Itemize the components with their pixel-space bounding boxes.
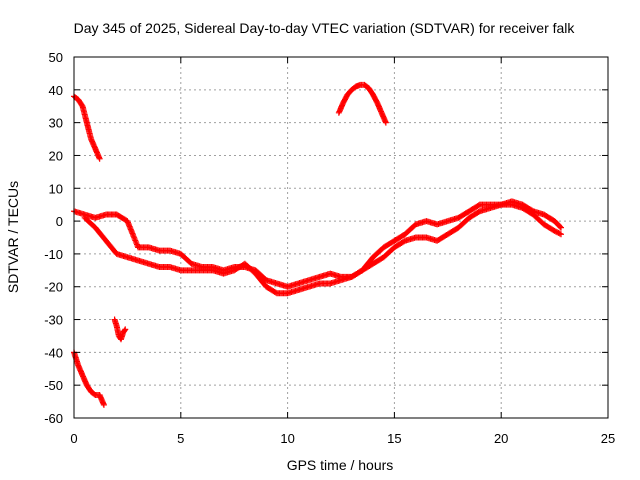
- x-tick-label: 20: [494, 431, 508, 446]
- x-axis-label: GPS time / hours: [287, 457, 394, 473]
- y-tick-label: 30: [49, 116, 63, 131]
- data-point-lower-early-arc: [100, 401, 107, 408]
- data-point-main-lower-band: [556, 230, 563, 237]
- y-tick-label: 40: [49, 83, 63, 98]
- y-tick-label: -10: [44, 247, 63, 262]
- y-tick-label: -20: [44, 280, 63, 295]
- y-axis-label: SDTVAR / TECUs: [5, 181, 21, 293]
- y-tick-label: -30: [44, 313, 63, 328]
- x-tick-label: 25: [601, 431, 615, 446]
- y-tick-label: 20: [49, 148, 63, 163]
- y-tick-label: -40: [44, 345, 63, 360]
- series-lower-early-arc: [71, 349, 107, 408]
- y-tick-label: -50: [44, 378, 63, 393]
- y-tick-label: 0: [56, 214, 63, 229]
- y-tick-label: 10: [49, 181, 63, 196]
- axis-ticks: 0 5 10 15 20 25 -60 -50 -40 -30 -20 -10 0 10 20 30 40 50: [44, 50, 615, 446]
- data-point-short-arc-2h: [121, 327, 128, 334]
- data-points: [71, 81, 565, 408]
- y-tick-label: 50: [49, 50, 63, 65]
- y-tick-label: -60: [44, 411, 63, 426]
- chart-title: Day 345 of 2025, Sidereal Day-to-day VTE…: [74, 20, 576, 36]
- x-tick-label: 15: [387, 431, 401, 446]
- data-point-main-upper-band: [557, 223, 564, 230]
- data-point-arc-13h: [382, 119, 389, 126]
- series-arc-13h: [335, 81, 389, 126]
- series-main-upper-band: [71, 198, 565, 290]
- data-point-main-upper-band: [558, 224, 565, 231]
- data-point-short-arc-2h: [122, 326, 129, 333]
- series-short-arc-2h: [111, 316, 129, 343]
- data-point-main-lower-band: [558, 231, 565, 238]
- x-tick-label: 10: [280, 431, 294, 446]
- grid-lines: [74, 57, 608, 418]
- plot-frame: [73, 56, 609, 419]
- data-point-upper-early-arc: [96, 155, 103, 162]
- x-tick-label: 5: [177, 431, 184, 446]
- series-upper-early-arc: [71, 93, 103, 162]
- series-main-lower-band: [81, 201, 565, 297]
- x-tick-label: 0: [70, 431, 77, 446]
